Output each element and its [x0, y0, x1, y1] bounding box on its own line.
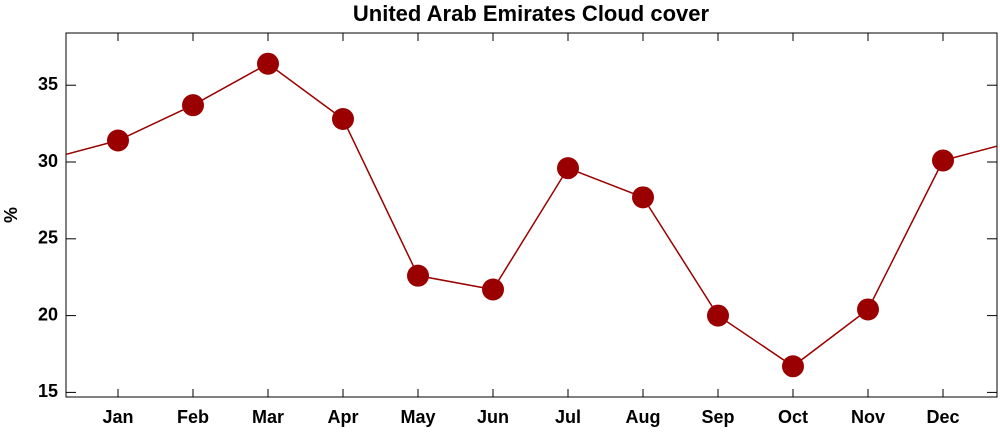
x-tick-label: Sep	[701, 407, 734, 427]
series-line	[117, 62, 944, 368]
chart-title: United Arab Emirates Cloud cover	[353, 1, 710, 26]
x-tick-label: Jan	[102, 407, 133, 427]
point	[557, 157, 579, 180]
point	[257, 52, 279, 75]
x-tick-label: Feb	[177, 407, 209, 427]
point	[632, 186, 654, 209]
y-tick-label: 15	[38, 381, 58, 401]
x-tick-label: Nov	[851, 407, 885, 427]
point	[107, 129, 129, 152]
point	[332, 108, 354, 131]
point	[857, 298, 879, 321]
x-tick-label: Oct	[778, 407, 808, 427]
x-tick-label: Jun	[477, 407, 509, 427]
point	[707, 304, 729, 327]
x-tick-label: Apr	[328, 407, 359, 427]
x-tick-label: Jul	[555, 407, 581, 427]
y-tick-label: 35	[38, 74, 58, 94]
point	[482, 278, 504, 301]
point	[932, 149, 954, 172]
x-tick-label: Mar	[252, 407, 284, 427]
point	[182, 94, 204, 117]
plot-frame	[65, 32, 998, 398]
y-tick-label: 25	[38, 228, 58, 248]
x-tick-label: Dec	[926, 407, 959, 427]
wrap-line	[66, 139, 997, 162]
point	[407, 264, 429, 287]
y-tick-label: 30	[38, 151, 58, 171]
x-tick-label: May	[400, 407, 435, 427]
y-tick-label: 20	[38, 304, 58, 324]
x-tick-label: Aug	[626, 407, 661, 427]
point	[782, 355, 804, 378]
y-axis-label: %	[1, 207, 21, 223]
